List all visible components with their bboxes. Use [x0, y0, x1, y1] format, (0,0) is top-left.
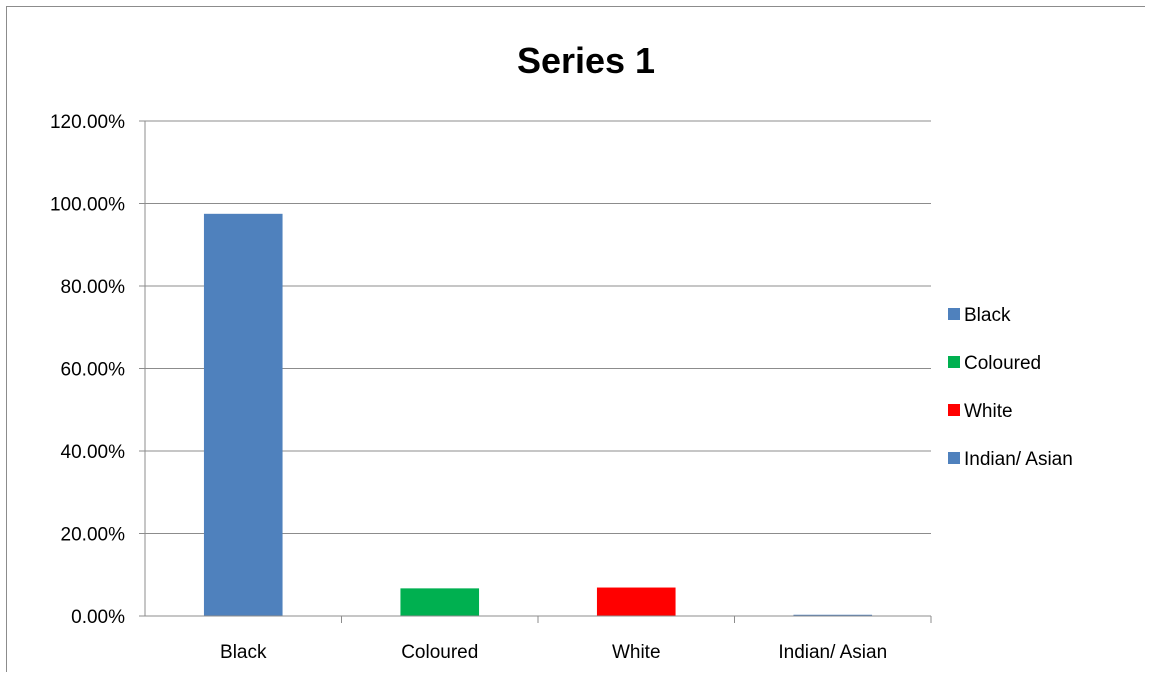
bar-white — [596, 587, 676, 616]
y-tick-label: 20.00% — [61, 525, 126, 546]
legend-label: Black — [964, 305, 1011, 326]
legend-swatch — [948, 452, 960, 464]
bars — [203, 213, 873, 616]
bar-black — [203, 213, 283, 616]
legend-label: Coloured — [964, 353, 1041, 374]
bar-indian-asian — [793, 614, 873, 616]
y-tick-label: 120.00% — [50, 112, 125, 133]
y-tick-label: 60.00% — [61, 360, 126, 381]
y-tick-label: 40.00% — [61, 442, 126, 463]
legend-swatch — [948, 404, 960, 416]
y-tick-label: 100.00% — [50, 195, 125, 216]
legend-swatch — [948, 356, 960, 368]
axes: 0.00% 20.00% 40.00% 60.00% 80.00% 100.00% 120.… — [50, 112, 932, 663]
x-category-label: Black — [220, 642, 267, 663]
legend-swatch — [948, 308, 960, 320]
legend-label: White — [964, 401, 1013, 422]
x-category-label: White — [612, 642, 661, 663]
bar-chart: Series 1 0.00% 20.00% 40.00% 60.00% 80.00% 10… — [50, 40, 1073, 663]
chart-title: Series 1 — [517, 40, 655, 81]
bar-coloured — [400, 588, 480, 616]
y-tick-label: 0.00% — [71, 607, 125, 628]
chart-area: Series 1 0.00% 20.00% 40.00% 60.00% 80.00% 10… — [6, 6, 1145, 672]
legend-label: Indian/ Asian — [964, 449, 1073, 470]
x-category-label: Coloured — [401, 642, 478, 663]
x-category-label: Indian/ Asian — [778, 642, 887, 663]
y-tick-label: 80.00% — [61, 277, 126, 298]
legend: Black Coloured White Indian/ Asian — [948, 305, 1073, 470]
